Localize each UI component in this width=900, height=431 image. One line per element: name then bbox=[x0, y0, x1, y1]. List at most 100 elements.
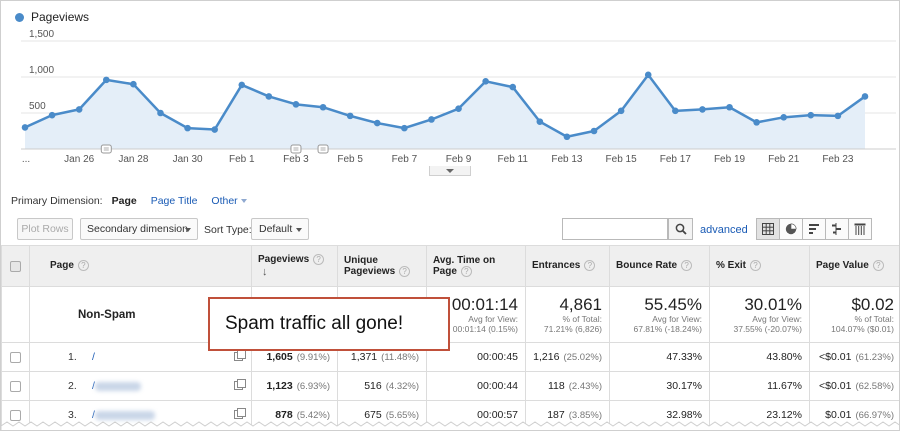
data-point[interactable] bbox=[346, 112, 354, 120]
help-icon[interactable]: ? bbox=[460, 265, 472, 277]
row-entrances-pct: (3.85%) bbox=[568, 410, 602, 421]
sort-type-dropdown[interactable]: Default bbox=[251, 218, 309, 240]
plot-rows-button[interactable]: Plot Rows bbox=[17, 218, 73, 240]
data-point[interactable] bbox=[75, 106, 83, 113]
row-value-pct: (62.58%) bbox=[855, 381, 894, 392]
header-exit[interactable]: % Exit? bbox=[709, 245, 810, 287]
row-select-cell[interactable] bbox=[1, 371, 30, 401]
data-point[interactable] bbox=[672, 107, 679, 115]
search-icon bbox=[675, 223, 687, 235]
data-point[interactable] bbox=[211, 126, 218, 133]
data-point[interactable] bbox=[373, 119, 381, 127]
view-performance-button[interactable] bbox=[802, 218, 826, 240]
summary-empty-cell bbox=[1, 286, 30, 343]
chart-collapse-handle[interactable] bbox=[429, 166, 471, 176]
help-icon[interactable]: ? bbox=[584, 260, 596, 272]
row-page-link[interactable]: / bbox=[92, 351, 95, 363]
data-point[interactable] bbox=[455, 105, 462, 112]
annotation-marker-icon[interactable] bbox=[100, 144, 112, 154]
search-button[interactable] bbox=[668, 218, 693, 240]
row-unique-pct: (11.48%) bbox=[381, 352, 419, 363]
row-checkbox[interactable] bbox=[10, 380, 21, 392]
view-pie-button[interactable] bbox=[779, 218, 803, 240]
data-point[interactable] bbox=[265, 93, 273, 100]
torn-edge bbox=[1, 421, 899, 430]
data-point[interactable] bbox=[780, 114, 788, 121]
row-page-link[interactable]: / bbox=[92, 409, 155, 421]
row-page-link[interactable]: / bbox=[92, 380, 141, 392]
data-point[interactable] bbox=[184, 124, 191, 132]
data-point[interactable] bbox=[617, 107, 625, 115]
open-page-icon[interactable] bbox=[234, 379, 246, 390]
header-unique-pageviews[interactable]: Unique Pageviews? bbox=[337, 245, 427, 287]
secondary-dimension-dropdown[interactable]: Secondary dimension bbox=[80, 218, 198, 240]
header-page-value[interactable]: Page Value? bbox=[809, 245, 899, 287]
row-checkbox[interactable] bbox=[10, 409, 21, 421]
header-select-all[interactable] bbox=[1, 245, 30, 287]
view-table-button[interactable] bbox=[756, 218, 780, 240]
advanced-filter-link[interactable]: advanced bbox=[700, 224, 748, 236]
data-point[interactable] bbox=[861, 93, 869, 100]
data-point[interactable] bbox=[319, 103, 327, 111]
summary-exit: 30.01% Avg for View: 37.55% (-20.07%) bbox=[709, 286, 810, 343]
data-point[interactable] bbox=[102, 76, 110, 84]
dimension-page-title[interactable]: Page Title bbox=[150, 195, 198, 207]
view-comparison-button[interactable] bbox=[825, 218, 849, 240]
header-page[interactable]: Page? bbox=[29, 245, 252, 287]
data-point[interactable] bbox=[157, 109, 164, 117]
row-checkbox[interactable] bbox=[10, 351, 21, 363]
data-point[interactable] bbox=[590, 127, 598, 135]
sort-type-label: Sort Type: bbox=[204, 224, 252, 236]
data-point[interactable] bbox=[401, 124, 408, 132]
data-point[interactable] bbox=[536, 118, 544, 125]
data-point[interactable] bbox=[753, 119, 760, 126]
header-avg-time-label: Avg. Time on Page bbox=[433, 254, 496, 278]
data-point[interactable] bbox=[644, 71, 652, 79]
help-icon[interactable]: ? bbox=[313, 254, 325, 266]
data-point[interactable] bbox=[130, 80, 137, 88]
help-icon[interactable]: ? bbox=[750, 260, 762, 272]
row-pageviews-pct: (5.42%) bbox=[296, 410, 330, 421]
data-point[interactable] bbox=[238, 81, 246, 89]
summary-row: Non-Spam 00:01:14 Avg for View: 00:01:14… bbox=[1, 286, 899, 343]
dimension-page[interactable]: Page bbox=[111, 195, 137, 207]
help-icon[interactable]: ? bbox=[399, 265, 411, 277]
x-tick-label: Feb 7 bbox=[392, 154, 418, 165]
bar-list-icon bbox=[809, 224, 819, 234]
annotation-marker-icon[interactable] bbox=[290, 144, 302, 154]
data-point[interactable] bbox=[482, 78, 489, 85]
view-pivot-button[interactable] bbox=[848, 218, 872, 240]
x-tick-label: Feb 17 bbox=[660, 154, 692, 165]
header-bounce-rate[interactable]: Bounce Rate? bbox=[609, 245, 710, 287]
row-entrances: 1,216 (25.02%) bbox=[525, 342, 610, 372]
data-point[interactable] bbox=[807, 111, 815, 119]
header-avg-time[interactable]: Avg. Time on Page? bbox=[426, 245, 526, 287]
table-search-input[interactable] bbox=[562, 218, 668, 240]
data-point[interactable] bbox=[563, 133, 571, 141]
help-icon[interactable]: ? bbox=[77, 260, 89, 272]
data-point[interactable] bbox=[726, 103, 733, 111]
select-all-checkbox[interactable] bbox=[10, 260, 21, 272]
annotation-marker-icon[interactable] bbox=[317, 144, 329, 154]
open-page-icon[interactable] bbox=[234, 350, 246, 361]
caret-down-icon bbox=[185, 228, 191, 232]
data-point[interactable] bbox=[509, 83, 517, 91]
row-pageviews-value: 1,605 bbox=[266, 351, 293, 363]
data-point[interactable] bbox=[699, 106, 706, 113]
header-pageviews[interactable]: Pageviews ? ↓ bbox=[251, 245, 338, 287]
x-tick-label: Jan 28 bbox=[118, 154, 148, 165]
row-entrances-value: 187 bbox=[547, 409, 565, 421]
help-icon[interactable]: ? bbox=[681, 260, 693, 272]
dimension-other-dropdown[interactable]: Other bbox=[211, 195, 247, 207]
open-page-icon[interactable] bbox=[234, 408, 246, 419]
data-point[interactable] bbox=[834, 112, 842, 120]
row-select-cell[interactable] bbox=[1, 342, 30, 372]
data-point[interactable] bbox=[21, 124, 29, 131]
data-point[interactable] bbox=[428, 116, 435, 123]
data-point[interactable] bbox=[48, 111, 56, 119]
header-entrances[interactable]: Entrances? bbox=[525, 245, 610, 287]
secondary-dimension-label: Secondary dimension bbox=[87, 223, 188, 235]
help-icon[interactable]: ? bbox=[872, 260, 884, 272]
data-point[interactable] bbox=[292, 101, 300, 108]
summary-bounce-value: 55.45% bbox=[644, 295, 702, 314]
